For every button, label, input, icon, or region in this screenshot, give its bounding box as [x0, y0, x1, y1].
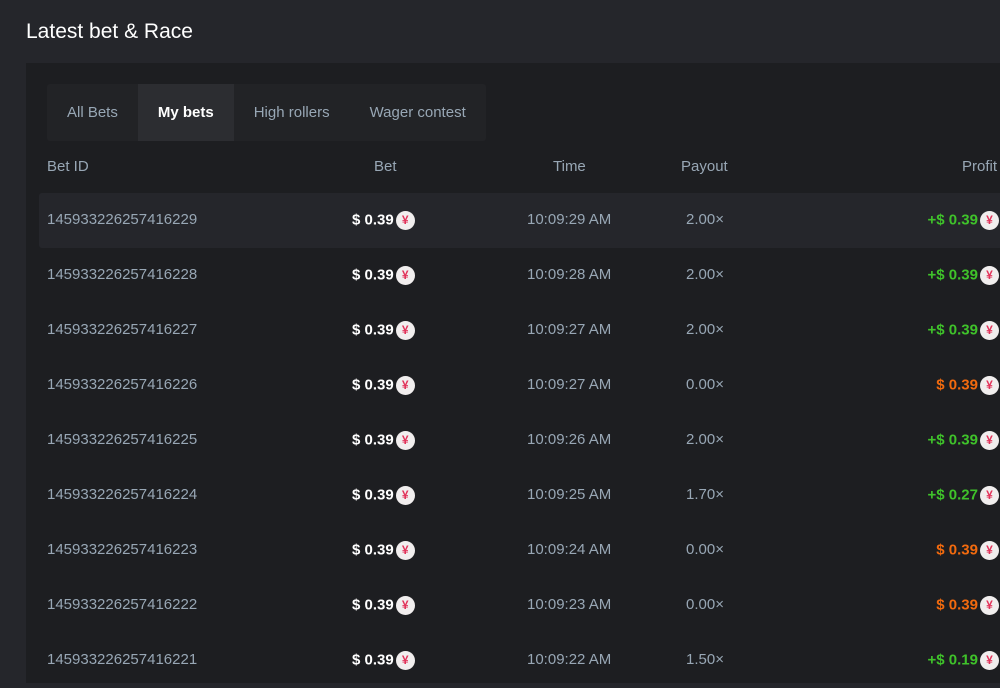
coin-icon: ¥ [395, 541, 415, 560]
tab-high-rollers[interactable]: High rollers [253, 104, 330, 121]
tab-my-bets[interactable]: My bets [137, 84, 234, 141]
bet-payout: 2.00× [686, 431, 724, 448]
bet-payout: 2.00× [686, 266, 724, 283]
bet-id[interactable]: 145933226257416223 [47, 541, 198, 558]
bet-time: 10:09:22 AM [527, 651, 612, 668]
section-title: Latest bet & Race [26, 20, 193, 43]
coin-icon: ¥ [980, 486, 999, 505]
coin-icon: ¥ [395, 596, 415, 615]
bet-id[interactable]: 145933226257416227 [47, 321, 198, 338]
bet-id[interactable]: 145933226257416221 [47, 651, 198, 668]
tab-wager-contest[interactable]: Wager contest [369, 104, 466, 121]
coin-icon: ¥ [980, 376, 999, 395]
coin-icon: ¥ [395, 431, 415, 450]
coin-icon: ¥ [395, 321, 415, 340]
bet-amount: $ 0.39 [352, 596, 394, 614]
bet-amount: $ 0.39 [352, 266, 394, 284]
bet-payout: 0.00× [686, 596, 724, 613]
bet-id[interactable]: 145933226257416224 [47, 486, 198, 503]
bet-time: 10:09:27 AM [527, 321, 612, 338]
table-row[interactable]: 145933226257416225 $ 0.39 ¥ 10:09:26 AM 2… [39, 413, 1000, 468]
bet-profit: $ 0.39 [936, 541, 978, 559]
bet-id[interactable]: 145933226257416225 [47, 431, 198, 448]
bet-time: 10:09:28 AM [527, 266, 612, 283]
bet-amount: $ 0.39 [352, 486, 394, 504]
col-payout: Payout [681, 158, 728, 175]
bet-time: 10:09:24 AM [527, 541, 612, 558]
bet-payout: 1.50× [686, 651, 724, 668]
table-row[interactable]: 145933226257416229 $ 0.39 ¥ 10:09:29 AM 2… [39, 193, 1000, 248]
coin-icon: ¥ [980, 596, 999, 615]
bet-payout: 1.70× [686, 486, 724, 503]
coin-icon: ¥ [980, 321, 999, 340]
bet-profit: +$ 0.39 [927, 431, 978, 449]
table-row[interactable]: 145933226257416227 $ 0.39 ¥ 10:09:27 AM 2… [39, 303, 1000, 358]
bet-amount: $ 0.39 [352, 651, 394, 669]
tab-all-bets[interactable]: All Bets [67, 104, 118, 121]
col-time: Time [553, 158, 586, 175]
bet-id[interactable]: 145933226257416229 [47, 211, 198, 228]
bet-profit: +$ 0.27 [927, 486, 978, 504]
table-row[interactable]: 145933226257416223 $ 0.39 ¥ 10:09:24 AM 0… [39, 523, 1000, 578]
bet-time: 10:09:29 AM [527, 211, 612, 228]
table-row[interactable]: 145933226257416228 $ 0.39 ¥ 10:09:28 AM 2… [39, 248, 1000, 303]
coin-icon: ¥ [395, 486, 415, 505]
bet-id[interactable]: 145933226257416228 [47, 266, 198, 283]
table-header: Bet ID Bet Time Payout Profit [26, 158, 1000, 178]
coin-icon: ¥ [395, 211, 415, 230]
bet-id[interactable]: 145933226257416226 [47, 376, 198, 393]
bet-id[interactable]: 145933226257416222 [47, 596, 198, 613]
bet-amount: $ 0.39 [352, 431, 394, 449]
coin-icon: ¥ [980, 431, 999, 450]
bet-profit: +$ 0.39 [927, 266, 978, 284]
bet-payout: 2.00× [686, 321, 724, 338]
table-row[interactable]: 145933226257416224 $ 0.39 ¥ 10:09:25 AM 1… [39, 468, 1000, 523]
table-row[interactable]: 145933226257416221 $ 0.39 ¥ 10:09:22 AM 1… [39, 633, 1000, 688]
bet-time: 10:09:26 AM [527, 431, 612, 448]
bets-panel: All Bets My bets High rollers Wager cont… [26, 63, 1000, 683]
coin-icon: ¥ [980, 211, 999, 230]
bet-tabs: All Bets My bets High rollers Wager cont… [47, 84, 486, 141]
bet-profit: +$ 0.39 [927, 211, 978, 229]
col-bet-id: Bet ID [47, 158, 89, 175]
bet-time: 10:09:25 AM [527, 486, 612, 503]
bet-amount: $ 0.39 [352, 321, 394, 339]
coin-icon: ¥ [980, 651, 999, 670]
coin-icon: ¥ [980, 266, 999, 285]
bet-amount: $ 0.39 [352, 376, 394, 394]
coin-icon: ¥ [980, 541, 999, 560]
bet-profit: +$ 0.39 [927, 321, 978, 339]
bet-amount: $ 0.39 [352, 541, 394, 559]
bet-profit: $ 0.39 [936, 376, 978, 394]
col-bet: Bet [374, 158, 397, 175]
coin-icon: ¥ [395, 651, 415, 670]
coin-icon: ¥ [395, 376, 415, 395]
col-profit: Profit [961, 158, 997, 175]
bet-payout: 0.00× [686, 376, 724, 393]
bet-time: 10:09:27 AM [527, 376, 612, 393]
bet-payout: 2.00× [686, 211, 724, 228]
bet-profit: +$ 0.19 [927, 651, 978, 669]
coin-icon: ¥ [395, 266, 415, 285]
table-row[interactable]: 145933226257416222 $ 0.39 ¥ 10:09:23 AM 0… [39, 578, 1000, 633]
bet-payout: 0.00× [686, 541, 724, 558]
bet-profit: $ 0.39 [936, 596, 978, 614]
bet-amount: $ 0.39 [352, 211, 394, 229]
bet-time: 10:09:23 AM [527, 596, 612, 613]
table-row[interactable]: 145933226257416226 $ 0.39 ¥ 10:09:27 AM 0… [39, 358, 1000, 413]
